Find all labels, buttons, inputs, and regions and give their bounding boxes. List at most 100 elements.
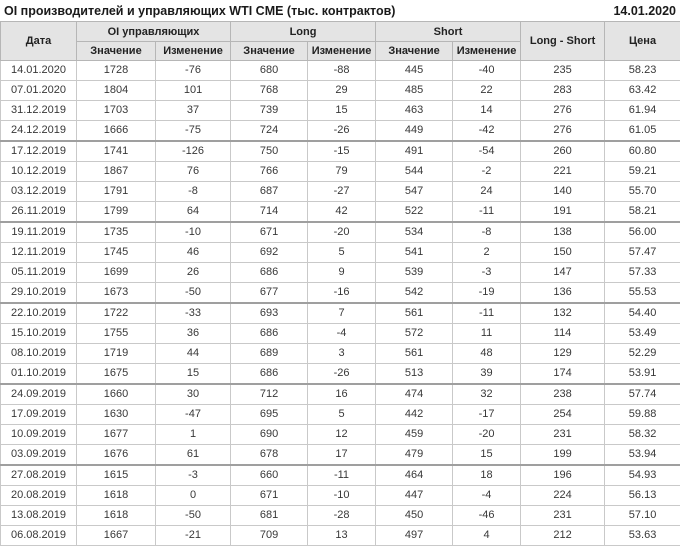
short-value-cell: 541 [375, 242, 454, 263]
long-value-cell: 690 [230, 424, 309, 445]
oi-value-cell: 1666 [76, 120, 156, 142]
table-row: 17.09.2019 1630 -47 695 5 442 -17 254 59.88 [0, 404, 680, 425]
price-cell: 59.21 [604, 161, 680, 182]
date-cell: 19.11.2019 [0, 221, 77, 243]
long-value-cell: 714 [230, 201, 309, 223]
oi-change-cell: 101 [154, 80, 232, 101]
date-cell: 29.10.2019 [0, 282, 77, 304]
long-change-cell: -10 [307, 485, 377, 506]
date-cell: 22.10.2019 [0, 302, 77, 324]
price-cell: 58.21 [604, 201, 680, 223]
short-change-cell: 24 [452, 181, 522, 202]
long-change-cell: 13 [307, 525, 377, 546]
price-cell: 53.91 [604, 363, 680, 385]
oi-change-cell: 44 [154, 343, 232, 364]
oi-change-cell: 61 [154, 444, 232, 466]
oi-value-cell: 1867 [76, 161, 156, 182]
oi-value-cell: 1618 [76, 485, 156, 506]
short-change-cell: 15 [452, 444, 522, 466]
long-change-cell: -26 [307, 120, 377, 142]
long-value-cell: 677 [230, 282, 309, 304]
long-change-cell: -4 [307, 323, 377, 344]
oi-value-cell: 1722 [76, 302, 156, 324]
long-value-cell: 671 [230, 221, 309, 243]
title-bar: OI производителей и управляющих WTI CME … [0, 0, 680, 21]
price-cell: 52.29 [604, 343, 680, 364]
table-row: 05.11.2019 1699 26 686 9 539 -3 147 57.33 [0, 262, 680, 283]
subcol-header-oi-value: Значение [76, 41, 156, 61]
oi-change-cell: 0 [154, 485, 232, 506]
long-short-cell: 260 [520, 140, 606, 162]
price-cell: 57.33 [604, 262, 680, 283]
oi-value-cell: 1719 [76, 343, 156, 364]
long-value-cell: 680 [230, 60, 309, 81]
long-value-cell: 709 [230, 525, 309, 546]
long-short-cell: 231 [520, 505, 606, 526]
short-value-cell: 513 [375, 363, 454, 385]
price-cell: 57.10 [604, 505, 680, 526]
short-value-cell: 474 [375, 383, 454, 405]
short-change-cell: 14 [452, 100, 522, 121]
long-change-cell: 5 [307, 242, 377, 263]
short-change-cell: -19 [452, 282, 522, 304]
oi-value-cell: 1667 [76, 525, 156, 546]
date-cell: 24.12.2019 [0, 120, 77, 142]
long-short-cell: 199 [520, 444, 606, 466]
oi-change-cell: 30 [154, 383, 232, 405]
group-header-long: Long [230, 21, 377, 42]
oi-data-table: Дата OI управляющих Long Short Long - Sh… [0, 21, 680, 546]
short-value-cell: 449 [375, 120, 454, 142]
long-value-cell: 724 [230, 120, 309, 142]
oi-change-cell: -50 [154, 505, 232, 526]
short-value-cell: 479 [375, 444, 454, 466]
oi-change-cell: 1 [154, 424, 232, 445]
long-short-cell: 132 [520, 302, 606, 324]
subcol-header-short-change: Изменение [452, 41, 522, 61]
long-change-cell: 15 [307, 100, 377, 121]
price-cell: 55.70 [604, 181, 680, 202]
short-value-cell: 464 [375, 464, 454, 486]
long-change-cell: -26 [307, 363, 377, 385]
short-value-cell: 447 [375, 485, 454, 506]
date-cell: 15.10.2019 [0, 323, 77, 344]
table-row: 03.12.2019 1791 -8 687 -27 547 24 140 55.70 [0, 181, 680, 202]
table-row: 14.01.2020 1728 -76 680 -88 445 -40 235 58.23 [0, 60, 680, 81]
long-value-cell: 695 [230, 404, 309, 425]
short-value-cell: 544 [375, 161, 454, 182]
date-cell: 12.11.2019 [0, 242, 77, 263]
short-change-cell: -11 [452, 302, 522, 324]
oi-value-cell: 1618 [76, 505, 156, 526]
oi-value-cell: 1791 [76, 181, 156, 202]
short-value-cell: 491 [375, 140, 454, 162]
short-value-cell: 445 [375, 60, 454, 81]
long-short-cell: 221 [520, 161, 606, 182]
short-change-cell: -42 [452, 120, 522, 142]
date-cell: 31.12.2019 [0, 100, 77, 121]
oi-value-cell: 1676 [76, 444, 156, 466]
date-cell: 01.10.2019 [0, 363, 77, 385]
long-value-cell: 660 [230, 464, 309, 486]
long-short-cell: 276 [520, 100, 606, 121]
long-value-cell: 687 [230, 181, 309, 202]
long-change-cell: 3 [307, 343, 377, 364]
table-row: 19.11.2019 1735 -10 671 -20 534 -8 138 56.00 [0, 221, 680, 243]
price-cell: 57.74 [604, 383, 680, 405]
short-value-cell: 463 [375, 100, 454, 121]
date-cell: 14.01.2020 [0, 60, 77, 81]
oi-change-cell: 46 [154, 242, 232, 263]
table-row: 24.09.2019 1660 30 712 16 474 32 238 57.74 [0, 383, 680, 405]
table-row: 17.12.2019 1741 -126 750 -15 491 -54 260 60.80 [0, 140, 680, 162]
oi-change-cell: 76 [154, 161, 232, 182]
table-row: 29.10.2019 1673 -50 677 -16 542 -19 136 55.53 [0, 282, 680, 304]
table-row: 20.08.2019 1618 0 671 -10 447 -4 224 56.13 [0, 485, 680, 506]
long-change-cell: 12 [307, 424, 377, 445]
date-cell: 10.09.2019 [0, 424, 77, 445]
long-short-cell: 224 [520, 485, 606, 506]
oi-value-cell: 1735 [76, 221, 156, 243]
oi-change-cell: 64 [154, 201, 232, 223]
short-value-cell: 547 [375, 181, 454, 202]
col-header-date: Дата [0, 21, 77, 61]
price-cell: 54.40 [604, 302, 680, 324]
long-change-cell: -15 [307, 140, 377, 162]
short-change-cell: 2 [452, 242, 522, 263]
